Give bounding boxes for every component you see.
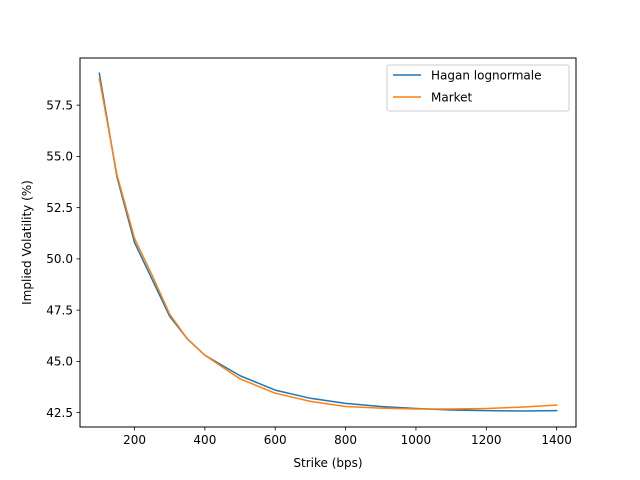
x-tick-label: 600 [264,433,287,447]
x-tick-label: 1200 [471,433,502,447]
y-axis-label: Implied Volatility (%) [20,180,34,305]
series-lines [98,72,558,412]
x-axis-ticks: 200 400 600 800 1000 1200 1400 [123,427,572,447]
legend-label-1: Market [431,90,473,104]
x-tick-label: 1400 [541,433,572,447]
x-tick-label: 400 [193,433,216,447]
x-tick-label: 1000 [401,433,432,447]
y-axis-ticks: 42.5 45.0 47.5 50.0 52.5 55.0 57.5 [46,98,80,420]
y-tick-label: 50.0 [46,252,73,266]
y-tick-label: 52.5 [46,201,73,215]
legend-box [386,64,570,112]
x-axis-label: Strike (bps) [293,456,362,470]
y-tick-label: 55.0 [46,150,73,164]
series-line-0 [98,72,558,412]
x-tick-label: 200 [123,433,146,447]
series-line-1 [98,77,558,410]
plot-frame [79,57,577,428]
y-tick-label: 42.5 [46,406,73,420]
x-tick-label: 800 [334,433,357,447]
y-tick-label: 57.5 [46,98,73,112]
legend: Hagan lognormale Market [386,64,570,112]
y-tick-label: 47.5 [46,303,73,317]
legend-label-0: Hagan lognormale [431,68,542,82]
y-tick-label: 45.0 [46,355,73,369]
